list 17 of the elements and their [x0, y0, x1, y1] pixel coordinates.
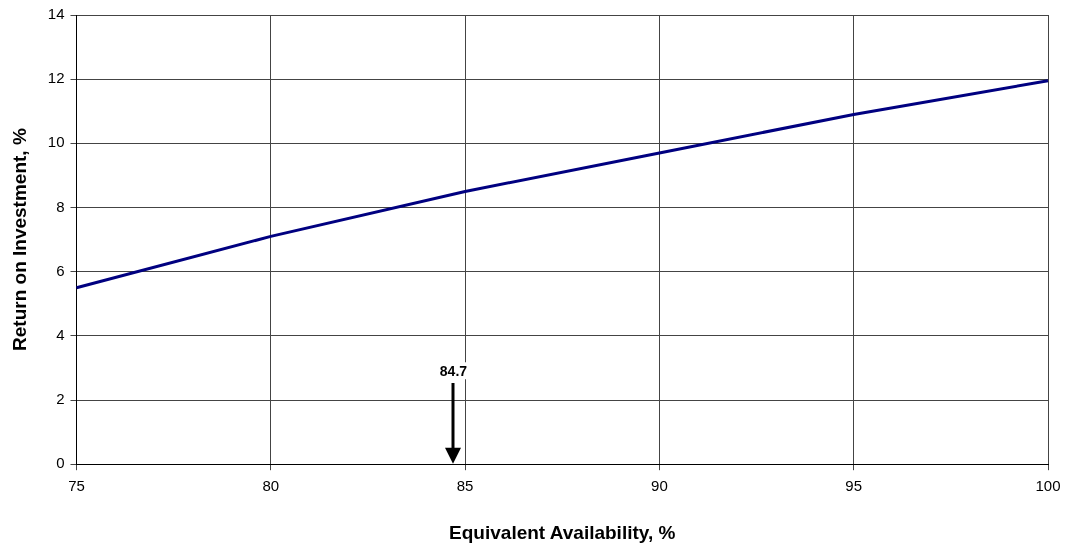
y-tick-label: 14 [47, 5, 65, 23]
y-tick-label: 4 [56, 326, 65, 343]
x-tick-label: 90 [651, 477, 668, 495]
x-tick-label: 100 [1035, 477, 1061, 495]
y-tick-label: 2 [56, 390, 65, 408]
y-tick-label: 6 [56, 261, 65, 279]
x-tick-label: 95 [845, 477, 863, 495]
x-tick-label: 85 [456, 477, 474, 495]
ref-line-label: 84.7 [439, 363, 468, 380]
y-tick-label: 8 [56, 197, 65, 215]
y-axis-title: Return on Investment, % [8, 128, 30, 351]
x-tick-label: 75 [68, 477, 85, 495]
y-tick-label: 0 [56, 454, 65, 472]
y-tick-label: 10 [47, 133, 65, 151]
x-axis-title: Equivalent Availability, % [449, 521, 676, 543]
x-tick-label: 80 [262, 477, 280, 495]
y-tick-label: 12 [47, 69, 65, 87]
